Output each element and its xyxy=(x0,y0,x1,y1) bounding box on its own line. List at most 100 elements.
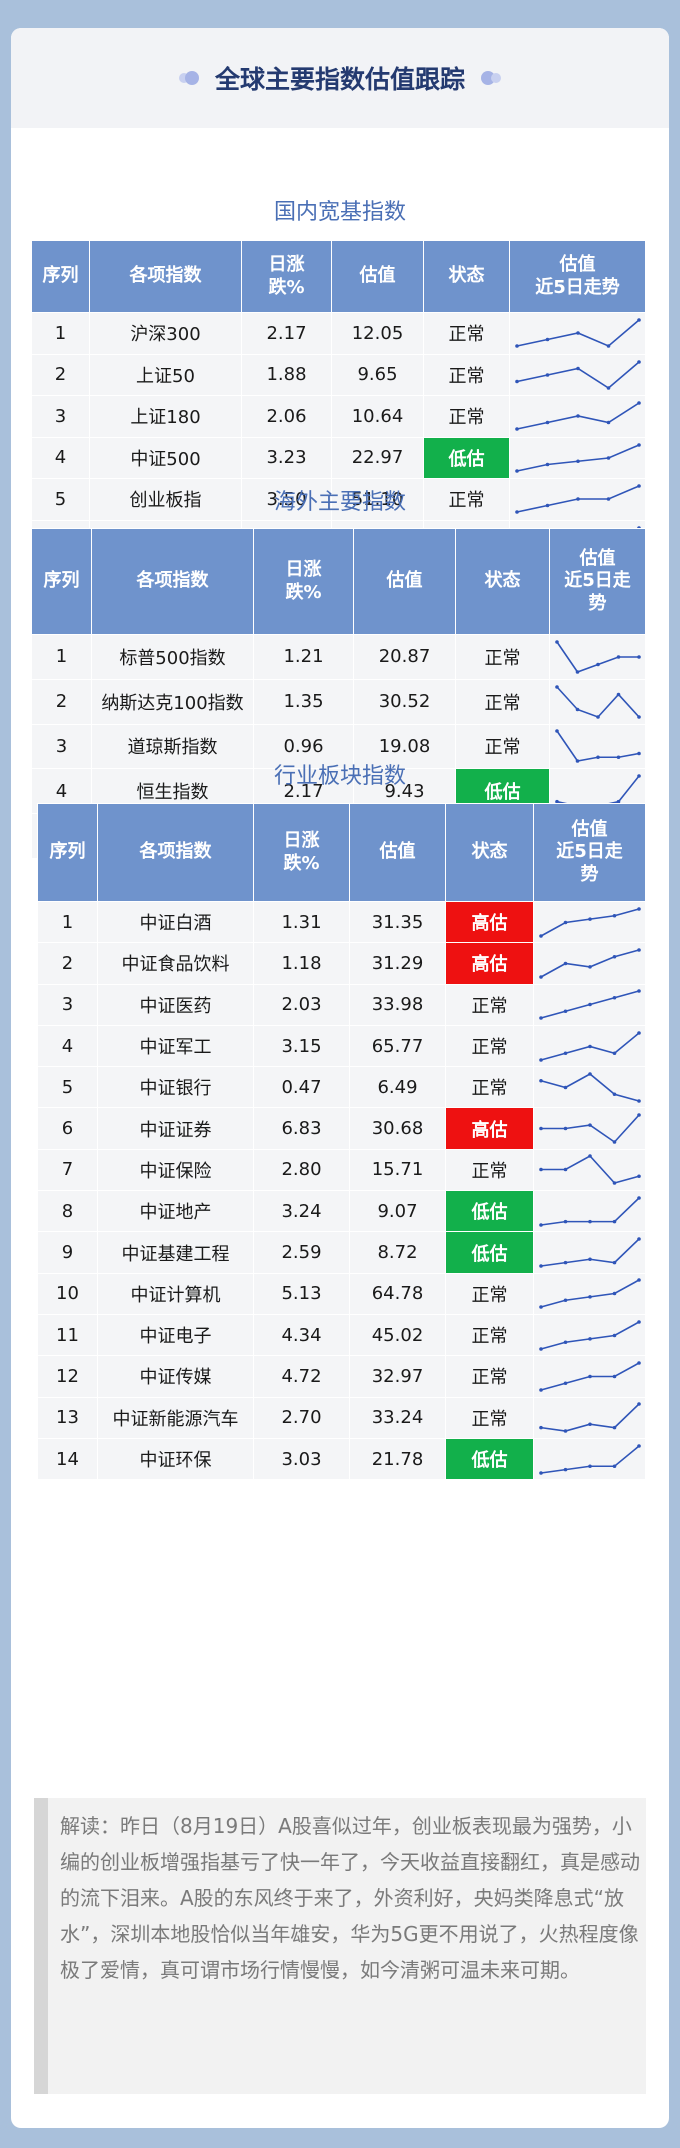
trend-sparkline xyxy=(533,983,646,1026)
daily-change: 3.03 xyxy=(253,1437,350,1481)
trend-point xyxy=(606,420,610,425)
row-number: 5 xyxy=(31,478,90,521)
section-title-industry: 行业板块指数 xyxy=(273,764,406,789)
daily-change: 3.15 xyxy=(253,1024,350,1068)
trend-point xyxy=(575,331,580,336)
trend-point xyxy=(595,662,600,667)
trend-point xyxy=(636,484,641,489)
trend-point xyxy=(587,916,592,921)
column-header: 日涨 跌% xyxy=(253,528,354,635)
trend-point xyxy=(514,468,519,473)
trend-sparkline xyxy=(533,1148,646,1192)
index-name: 中证计算机 xyxy=(97,1272,254,1315)
daily-change: 2.59 xyxy=(253,1231,350,1274)
daily-change: 2.06 xyxy=(241,395,332,438)
daily-change: 2.80 xyxy=(253,1148,350,1192)
trend-point xyxy=(587,1257,592,1262)
trend-point xyxy=(587,1463,592,1468)
column-header: 序列 xyxy=(31,240,90,313)
valuation: 19.08 xyxy=(353,723,456,770)
status-badge: 正常 xyxy=(455,678,550,725)
table-row: 1 中证白酒 1.31 31.35 高估 xyxy=(37,900,646,944)
trend-point xyxy=(636,655,641,659)
index-name: 纳斯达克100指数 xyxy=(91,678,254,725)
trend-point xyxy=(636,318,641,323)
column-header: 估值 近5日走势 xyxy=(549,528,646,635)
valuation: 8.72 xyxy=(349,1231,446,1274)
trend-point xyxy=(587,1336,592,1341)
index-name: 上证180 xyxy=(89,395,242,438)
trend-point xyxy=(616,692,620,696)
trend-point xyxy=(636,1443,641,1448)
row-number: 2 xyxy=(31,353,90,396)
daily-change: 2.03 xyxy=(253,983,350,1026)
trend-point xyxy=(575,366,580,371)
valuation: 30.68 xyxy=(349,1107,446,1150)
header: 全球主要指数估值跟踪 xyxy=(11,28,669,128)
trend-point xyxy=(575,414,580,419)
daily-change: 1.88 xyxy=(241,353,332,396)
row-number: 2 xyxy=(31,678,92,725)
trend-point xyxy=(538,1016,543,1021)
trend-point xyxy=(587,1154,592,1159)
status-badge: 高估 xyxy=(445,942,534,985)
row-number: 3 xyxy=(31,395,90,438)
row-number: 1 xyxy=(31,312,90,355)
index-name: 中证食品饮料 xyxy=(97,942,254,985)
trend-point xyxy=(538,1078,543,1083)
trend-point xyxy=(554,729,559,734)
row-number: 1 xyxy=(37,900,98,944)
trend-point xyxy=(538,1346,543,1351)
trend-point xyxy=(636,906,641,911)
trend-point xyxy=(575,670,579,674)
status-badge: 低估 xyxy=(445,1190,534,1233)
table-row: 3 上证180 2.06 10.64 正常 xyxy=(31,395,646,438)
index-name: 中证证券 xyxy=(97,1107,254,1150)
trend-point xyxy=(514,344,519,349)
trend-point xyxy=(587,1219,592,1224)
index-name: 中证新能源汽车 xyxy=(97,1396,254,1439)
trend-point xyxy=(606,385,610,390)
index-name: 中证医药 xyxy=(97,983,254,1026)
trend-point xyxy=(587,965,592,969)
table-row: 1 标普500指数 1.21 20.87 正常 xyxy=(31,634,646,680)
trend-line xyxy=(540,1072,639,1102)
decor-dots-left-icon xyxy=(178,71,199,85)
trend-point xyxy=(538,1305,543,1310)
row-number: 2 xyxy=(37,942,98,985)
table-row: 8 中证地产 3.24 9.07 低估 xyxy=(37,1190,646,1233)
valuation: 32.97 xyxy=(349,1355,446,1398)
table-row: 2 上证50 1.88 9.65 正常 xyxy=(31,353,646,396)
row-number: 3 xyxy=(37,983,98,1026)
valuation: 9.65 xyxy=(331,353,424,396)
trend-point xyxy=(606,344,610,349)
trend-point xyxy=(636,1319,641,1324)
trend-point xyxy=(538,1222,543,1227)
table-row: 14 中证环保 3.03 21.78 低估 xyxy=(37,1437,646,1481)
trend-line xyxy=(540,949,639,978)
trend-point xyxy=(612,1374,616,1379)
table-header-row: 序列 各项指数 日涨 跌% 估值 状态 估值 近5日走势 xyxy=(31,240,646,313)
trend-point xyxy=(575,497,580,502)
trend-sparkline xyxy=(533,1313,646,1357)
status-badge: 低估 xyxy=(445,1437,534,1481)
trend-point xyxy=(554,640,559,644)
daily-change: 1.31 xyxy=(253,900,350,944)
trend-line xyxy=(540,1114,640,1144)
status-badge: 正常 xyxy=(445,1066,534,1109)
table-industry: 序列 各项指数 日涨 跌% 估值 状态 估值 近5日走势 1 中证白酒 1.31 31.35 高估 2 中证… xyxy=(37,803,646,1481)
table-row: 1 沪深300 2.17 12.05 正常 xyxy=(31,312,646,355)
valuation: 31.29 xyxy=(349,942,446,985)
row-number: 13 xyxy=(37,1396,98,1439)
trend-point xyxy=(563,961,567,966)
valuation: 64.78 xyxy=(349,1272,446,1315)
trend-sparkline xyxy=(533,1396,646,1439)
index-name: 中证军工 xyxy=(97,1024,254,1068)
trend-sparkline xyxy=(533,1437,646,1481)
status-badge: 正常 xyxy=(445,1355,534,1398)
column-header: 各项指数 xyxy=(89,240,242,313)
trend-point xyxy=(514,510,519,515)
trend-point xyxy=(545,503,549,508)
trend-point xyxy=(563,1009,567,1014)
trend-sparkline xyxy=(509,353,646,396)
